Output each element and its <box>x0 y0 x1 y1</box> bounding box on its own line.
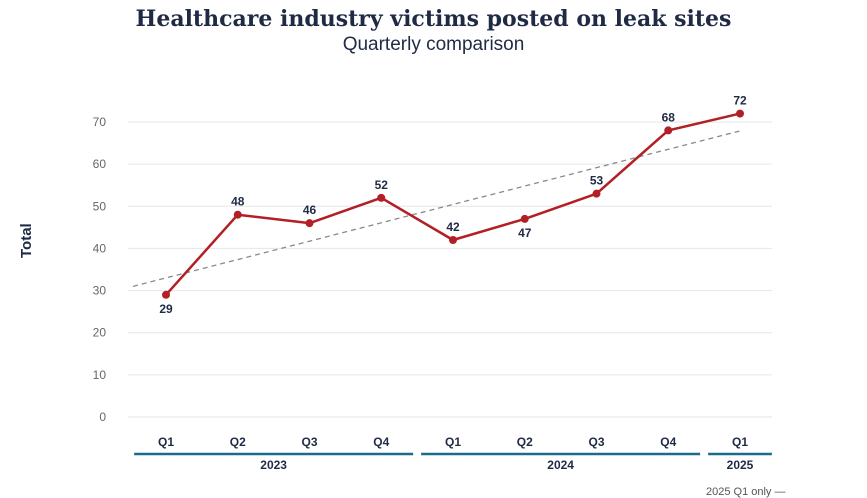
data-point-4 <box>377 193 386 202</box>
x-category-label-2: Q2 <box>230 435 246 449</box>
data-point-9 <box>736 109 744 118</box>
group-label-2024: 2024 <box>547 458 574 472</box>
data-label-8: 68 <box>662 110 676 124</box>
x-category-label-3: Q3 <box>301 435 317 449</box>
trendline <box>132 129 743 287</box>
data-label-3: 46 <box>303 203 317 217</box>
data-label-7: 53 <box>590 174 604 188</box>
x-category-label-8: Q4 <box>660 435 676 449</box>
y-tick-label-0: 0 <box>99 410 106 424</box>
x-category-label-6: Q2 <box>517 435 533 449</box>
y-tick-label-60: 60 <box>93 157 107 171</box>
chart-subtitle: Quarterly comparison <box>342 34 525 55</box>
group-label-2025: 2025 <box>727 458 754 472</box>
chart-title: Healthcare industry victims posted on le… <box>135 6 732 32</box>
group-label-2023: 2023 <box>260 458 287 472</box>
x-category-label-7: Q3 <box>588 435 604 449</box>
y-tick-label-10: 10 <box>93 368 107 382</box>
series-line <box>165 112 741 296</box>
y-tick-label-20: 20 <box>93 326 107 340</box>
x-axis-groups: 2023 2024 2025 <box>134 452 772 472</box>
trendline-layer <box>132 129 743 287</box>
data-label-4: 52 <box>375 178 389 192</box>
y-tick-label-40: 40 <box>93 241 107 255</box>
data-point-5 <box>449 236 457 244</box>
data-point-1 <box>162 290 170 299</box>
x-category-label-5: Q1 <box>445 435 461 449</box>
data-point-6 <box>520 214 529 223</box>
data-label-2: 48 <box>231 195 245 209</box>
x-category-label-1: Q1 <box>158 435 174 449</box>
y-tick-label-50: 50 <box>93 199 107 213</box>
grid-lines <box>128 121 772 418</box>
x-category-label-9: Q1 <box>732 435 748 449</box>
x-axis-categories: Q1 Q2 Q3 Q4 Q1 Q2 Q3 Q4 Q1 <box>158 435 748 449</box>
y-tick-label-30: 30 <box>93 284 107 298</box>
y-axis-ticks: 0 10 20 30 40 50 60 70 <box>93 115 107 424</box>
data-point-8 <box>664 126 673 135</box>
data-label-5: 42 <box>446 220 460 234</box>
data-label-9: 72 <box>733 94 747 108</box>
y-tick-label-70: 70 <box>93 115 107 129</box>
series-layer: 29 48 46 52 42 47 53 68 72 <box>159 94 747 316</box>
data-point-3 <box>305 219 314 228</box>
data-label-1: 29 <box>159 302 173 316</box>
x-category-label-4: Q4 <box>373 435 389 449</box>
data-point-7 <box>592 189 601 198</box>
data-point-2 <box>233 210 242 219</box>
data-label-6: 47 <box>518 226 532 240</box>
